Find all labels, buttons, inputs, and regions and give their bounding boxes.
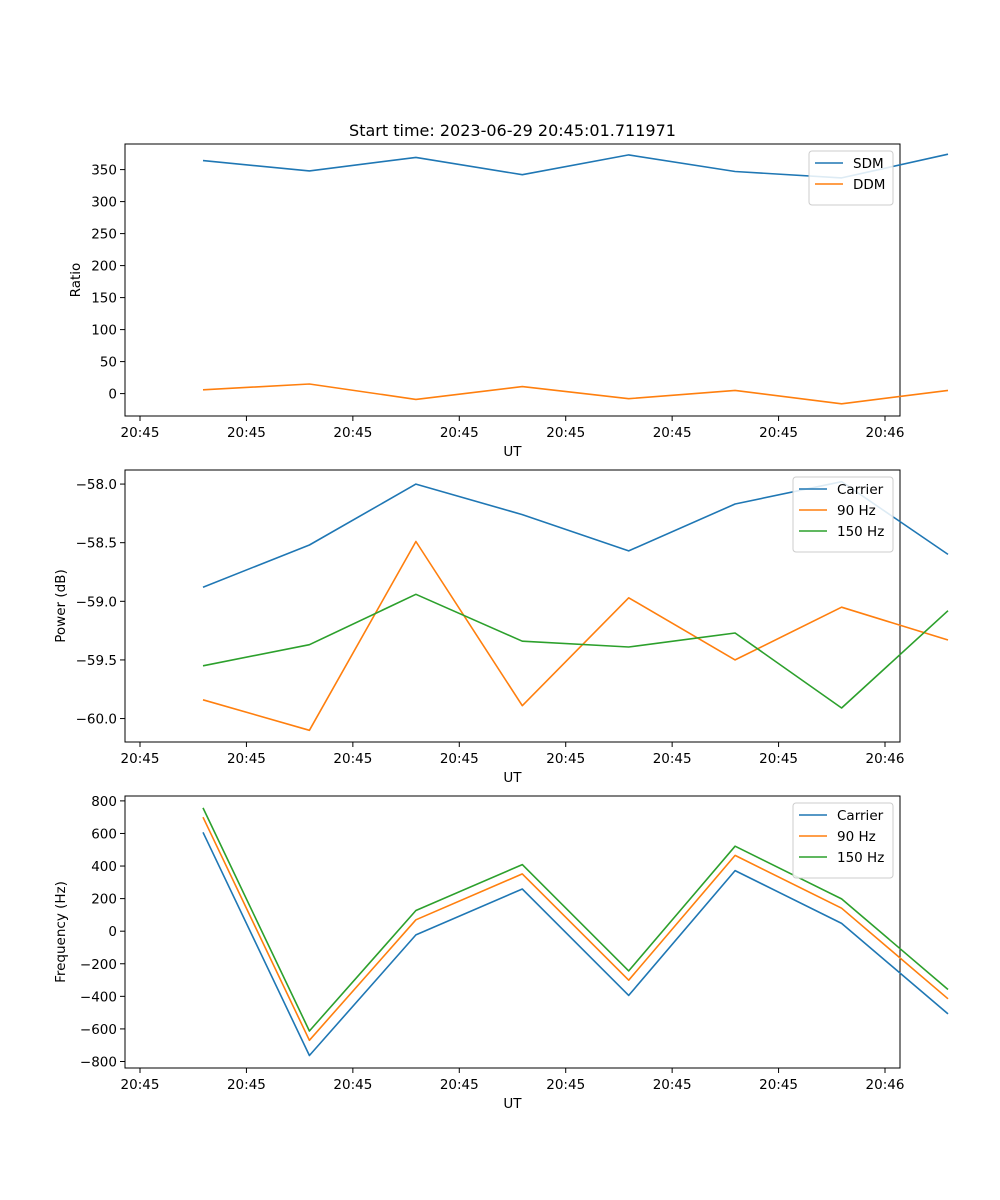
x-tick-label: 20:45 [759,751,798,767]
y-tick-label: 400 [91,859,117,875]
legend-label: 150 Hz [837,524,884,540]
x-tick-label: 20:46 [866,751,905,767]
chart-panel-1: 20:45 20:45 20:45 20:45 20:45 20:45 20:45 20:46… [68,143,949,460]
y-tick-label: −60.0 [76,712,117,728]
y-axis-label: Frequency (Hz) [53,881,69,983]
series-line-1 [202,831,949,1057]
y-tick-label: 350 [91,163,117,179]
plot-frame [124,469,901,743]
plot-frame [124,143,901,417]
y-tick-label: −600 [80,1022,117,1038]
y-tick-label: −59.5 [76,653,117,669]
legend-label: 150 Hz [837,850,884,866]
plot-frame [124,795,901,1069]
y-tick-label: 0 [108,387,117,403]
x-tick-label: 20:45 [546,425,585,441]
x-tick-label: 20:45 [759,425,798,441]
legend-label: Carrier [837,808,884,824]
legend-label: SDM [853,156,884,172]
x-tick-label: 20:45 [440,751,479,767]
figure-title: Start time: 2023-06-29 20:45:01.711971 [349,121,676,140]
legend: SDM DDM [808,150,894,206]
x-tick-label: 20:45 [121,1077,160,1093]
y-tick-label: −58.0 [76,477,117,493]
chart-panel-2: 20:45 20:45 20:45 20:45 20:45 20:45 20:45 20:46… [53,469,949,786]
legend: Carrier 90 Hz 150 Hz [792,802,894,879]
legend-box [792,476,894,553]
y-tick-label: 150 [91,291,117,307]
x-tick-label: 20:45 [546,1077,585,1093]
legend-box [808,150,894,206]
x-axis-label: UT [503,770,522,786]
y-axis-label: Power (dB) [53,569,69,642]
series-line-3 [202,807,949,1032]
x-tick-label: 20:45 [440,425,479,441]
x-tick-label: 20:45 [227,425,266,441]
series-line-2 [202,816,949,1042]
legend-label: Carrier [837,482,884,498]
x-tick-label: 20:45 [653,1077,692,1093]
x-tick-label: 20:45 [333,1077,372,1093]
x-tick-label: 20:46 [866,1077,905,1093]
legend-box [792,802,894,879]
x-tick-label: 20:45 [333,751,372,767]
x-axis-label: UT [503,1096,522,1112]
y-tick-label: 200 [91,259,117,275]
x-tick-label: 20:45 [121,751,160,767]
legend-label: DDM [853,177,885,193]
y-tick-label: 200 [91,892,117,908]
x-tick-label: 20:45 [759,1077,798,1093]
y-tick-label: −800 [80,1054,117,1070]
x-tick-label: 20:45 [121,425,160,441]
series-line-2 [202,383,949,405]
chart-panel-3: 20:45 20:45 20:45 20:45 20:45 20:45 20:45 20:46… [53,794,949,1112]
x-tick-label: 20:45 [333,425,372,441]
series-line-2 [202,540,949,732]
y-tick-label: 600 [91,826,117,842]
series-line-3 [202,593,949,709]
x-tick-label: 20:45 [653,751,692,767]
y-tick-label: 300 [91,195,117,211]
y-tick-label: 250 [91,227,117,243]
y-tick-label: 800 [91,794,117,810]
x-axis-label: UT [503,444,522,460]
x-tick-label: 20:45 [653,425,692,441]
legend-label: 90 Hz [837,829,876,845]
x-tick-label: 20:45 [227,1077,266,1093]
y-tick-label: −400 [80,989,117,1005]
y-tick-label: 0 [108,924,117,940]
x-tick-label: 20:45 [227,751,266,767]
x-tick-label: 20:46 [866,425,905,441]
y-tick-label: −58.5 [76,536,117,552]
y-tick-label: 50 [100,355,117,371]
legend: Carrier 90 Hz 150 Hz [792,476,894,553]
legend-label: 90 Hz [837,503,876,519]
x-tick-label: 20:45 [440,1077,479,1093]
y-tick-label: −59.0 [76,594,117,610]
y-tick-label: −200 [80,957,117,973]
y-tick-label: 100 [91,323,117,339]
y-axis-label: Ratio [68,263,84,298]
x-tick-label: 20:45 [546,751,585,767]
